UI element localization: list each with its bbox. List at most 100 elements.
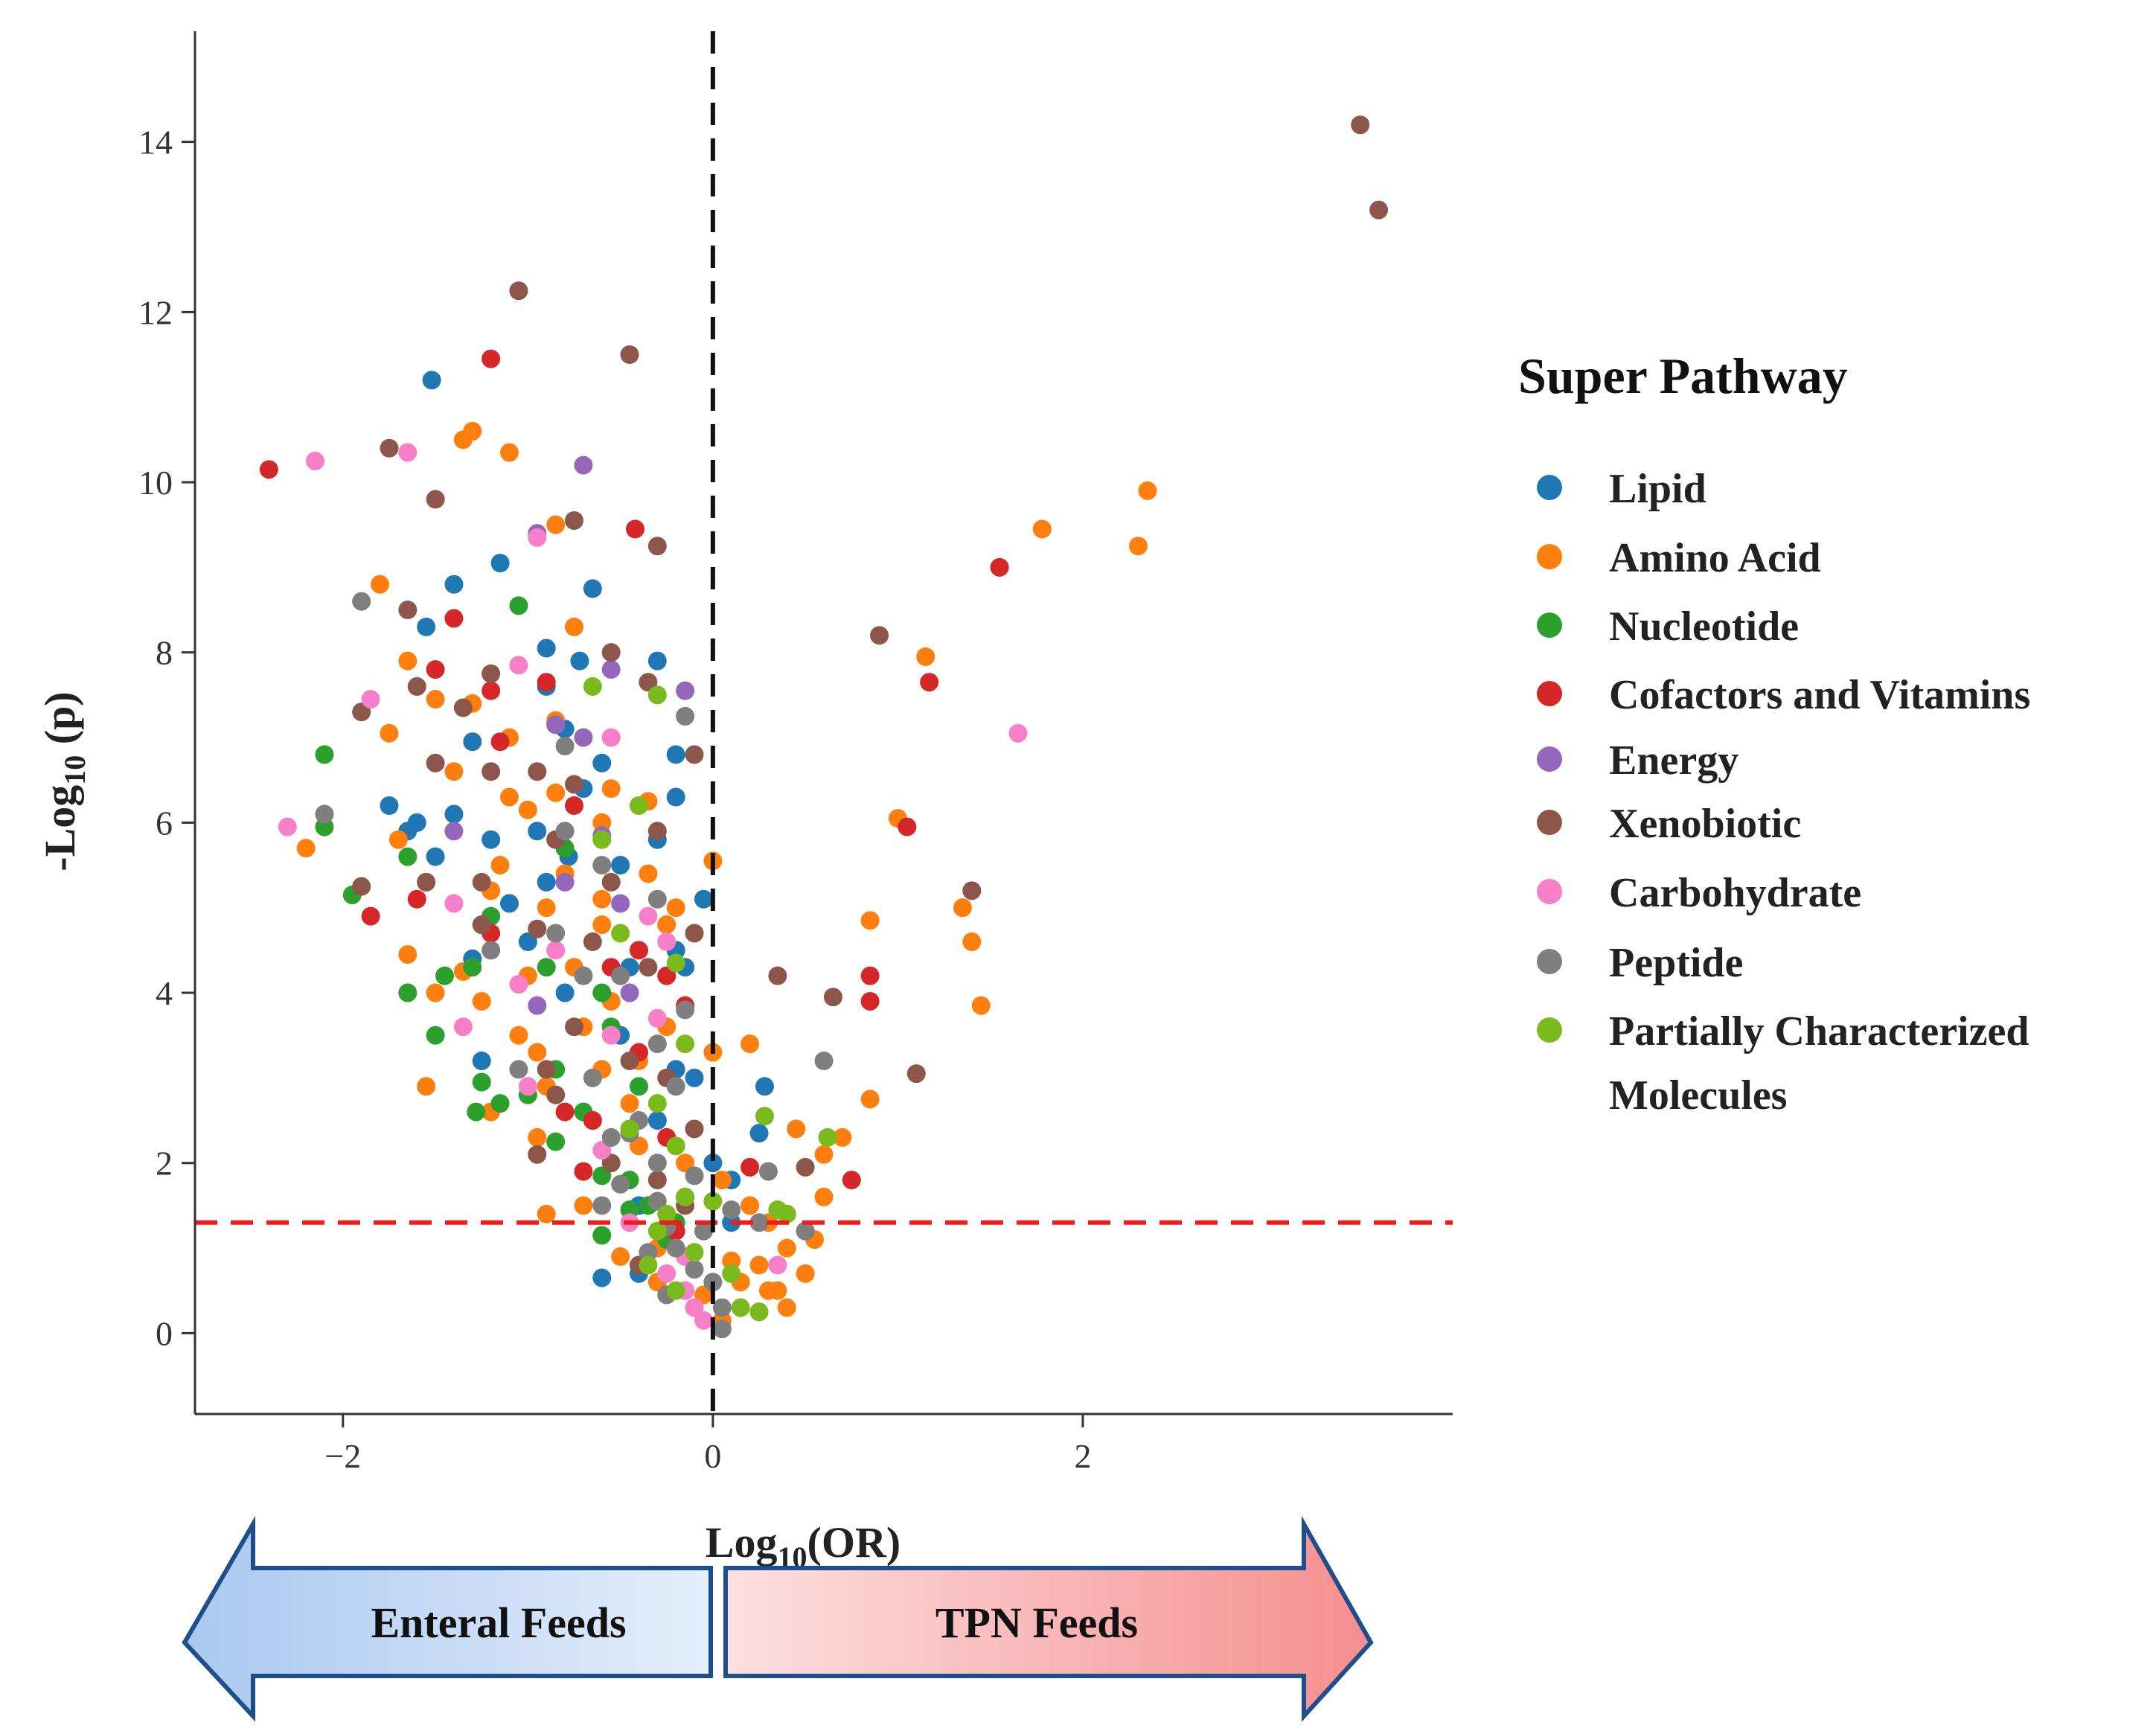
data-point xyxy=(647,1191,667,1211)
data-point xyxy=(417,872,436,892)
data-point xyxy=(509,596,528,615)
data-point xyxy=(352,703,371,722)
data-point xyxy=(555,1102,575,1122)
data-point xyxy=(583,579,602,598)
data-point xyxy=(546,1085,566,1104)
data-point xyxy=(676,706,695,726)
data-point xyxy=(537,1204,556,1223)
data-point xyxy=(611,1247,630,1266)
data-point xyxy=(647,1171,667,1190)
data-point xyxy=(796,1264,815,1283)
data-point xyxy=(814,1187,834,1206)
data-point xyxy=(685,924,704,943)
data-point xyxy=(620,1051,639,1070)
legend-swatch xyxy=(1537,879,1562,904)
data-point xyxy=(1129,537,1148,556)
data-point xyxy=(574,966,593,985)
y-tick-label: 4 xyxy=(156,974,173,1012)
data-point xyxy=(685,1298,704,1317)
data-point xyxy=(518,932,537,951)
data-point xyxy=(467,1102,486,1122)
data-point xyxy=(592,856,612,875)
data-point xyxy=(962,881,982,900)
data-point xyxy=(546,1132,566,1151)
data-point xyxy=(916,647,935,666)
data-point xyxy=(666,1136,685,1156)
y-tick-label: 14 xyxy=(138,124,173,161)
legend-title: Super Pathway xyxy=(1518,348,1848,404)
data-point xyxy=(629,1077,648,1096)
data-point xyxy=(278,817,297,836)
data-point xyxy=(564,796,583,815)
data-point xyxy=(592,915,612,935)
data-point xyxy=(953,898,972,918)
enteral-arrow-shape xyxy=(182,1515,713,1722)
y-tick-label: 0 xyxy=(156,1314,173,1352)
data-point xyxy=(398,945,418,964)
data-point xyxy=(694,1285,713,1305)
data-point xyxy=(592,1141,612,1160)
data-point xyxy=(647,1111,667,1130)
data-point xyxy=(509,1026,528,1045)
data-point xyxy=(583,932,602,951)
data-point xyxy=(906,1064,926,1084)
data-point xyxy=(639,958,658,977)
data-point xyxy=(518,1077,537,1096)
data-point xyxy=(833,1127,852,1147)
data-point xyxy=(482,762,501,781)
data-point xyxy=(990,557,1009,577)
series-peptide xyxy=(315,592,834,1339)
legend-swatch xyxy=(1537,612,1562,638)
data-point xyxy=(629,1136,648,1156)
data-point xyxy=(601,1026,621,1045)
data-point xyxy=(444,822,464,841)
y-axis-ticks: 0 2 4 6 8 10 12 14 xyxy=(138,124,195,1352)
data-point xyxy=(823,988,842,1007)
data-point xyxy=(509,656,528,675)
data-point xyxy=(537,898,556,918)
data-point xyxy=(611,856,630,875)
data-point xyxy=(666,1238,685,1258)
data-point xyxy=(592,813,612,832)
data-point xyxy=(768,966,787,985)
data-point xyxy=(482,681,501,700)
data-point xyxy=(361,906,380,926)
data-point xyxy=(755,1107,774,1126)
data-point xyxy=(629,941,648,960)
data-point xyxy=(611,924,630,943)
data-point xyxy=(500,443,519,462)
data-point xyxy=(296,839,316,858)
data-point xyxy=(380,723,399,743)
x-tick-label: 0 xyxy=(704,1437,721,1475)
data-point xyxy=(657,932,676,951)
data-point xyxy=(371,575,390,594)
y-tick-label: 8 xyxy=(156,634,173,672)
data-point xyxy=(490,732,510,752)
legend-label: Cofactors and Vitamins xyxy=(1609,672,2030,718)
data-point xyxy=(796,1221,815,1241)
data-point xyxy=(694,889,713,909)
data-point xyxy=(518,800,537,819)
series-carbohydrate xyxy=(278,443,1028,1330)
data-point xyxy=(570,651,589,671)
data-point xyxy=(315,804,334,824)
data-point xyxy=(860,991,880,1011)
data-point xyxy=(472,872,491,892)
data-point xyxy=(490,1094,510,1113)
data-point xyxy=(422,371,441,390)
legend-swatch xyxy=(1537,544,1562,569)
data-point xyxy=(971,996,991,1015)
data-point xyxy=(528,1043,547,1062)
data-point xyxy=(768,1281,787,1300)
data-point xyxy=(528,919,547,938)
data-point xyxy=(528,996,547,1015)
data-point xyxy=(482,664,501,683)
data-point xyxy=(315,745,334,764)
legend-label: Amino Acid xyxy=(1609,535,1821,581)
data-point xyxy=(555,736,575,755)
data-point xyxy=(749,1124,769,1143)
data-point xyxy=(259,460,278,479)
data-point xyxy=(426,753,445,772)
legend-swatch xyxy=(1537,1017,1562,1043)
